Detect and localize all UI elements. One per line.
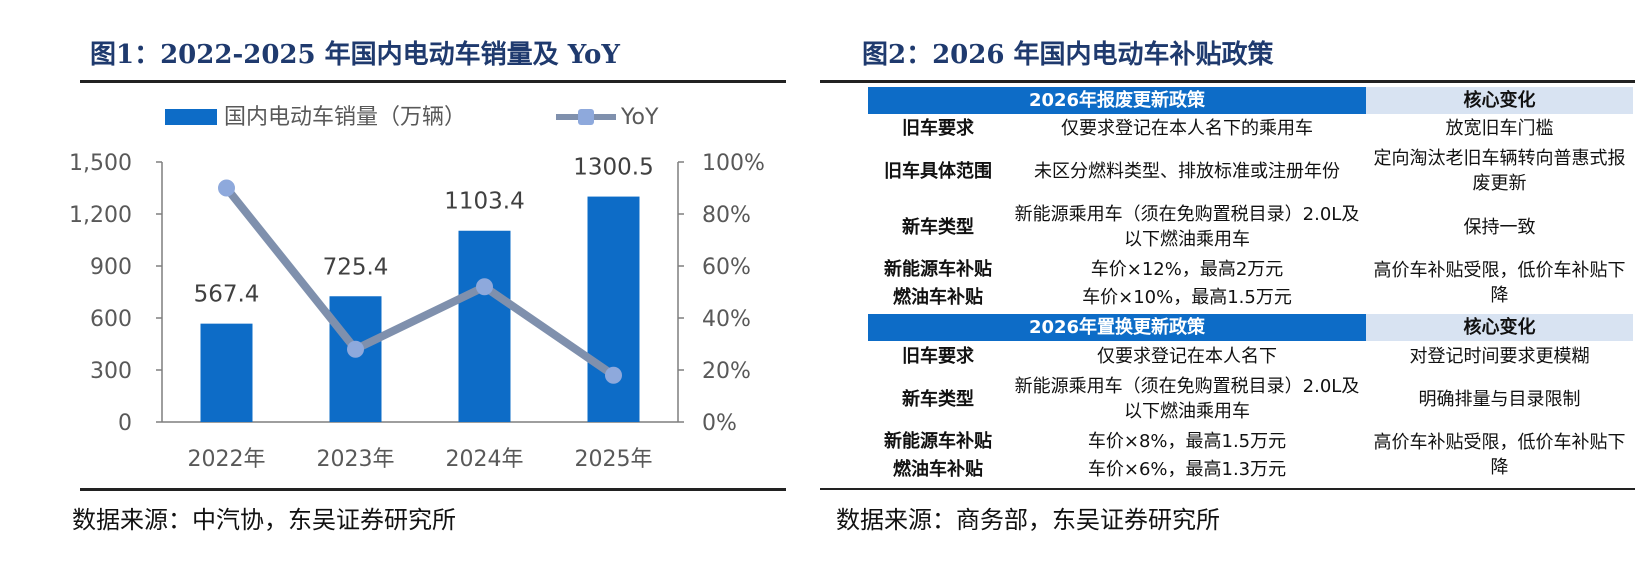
row-label: 旧车要求	[902, 118, 974, 139]
row-policy: 仅要求登记在本人名下	[1097, 345, 1277, 367]
left-bottom-rule	[80, 488, 786, 491]
bar	[458, 230, 511, 422]
y-left-tick-label: 300	[90, 359, 132, 384]
row-policy: 仅要求登记在本人名下的乘用车	[1061, 118, 1313, 139]
table-row: 旧车要求 仅要求登记在本人名下的乘用车 放宽旧车门槛	[868, 114, 1633, 143]
row-policy: 车价×8%，最高1.5万元	[1087, 430, 1287, 452]
table-header-row: 2026年报废更新政策 核心变化	[868, 87, 1634, 114]
x-tick-label: 2024年	[446, 447, 524, 472]
table-row: 燃油车补贴 车价×6%，最高1.3万元	[868, 455, 1633, 483]
row-policy: 车价×6%，最高1.3万元	[1087, 458, 1287, 480]
yoy-line	[223, 185, 616, 379]
right-title-rule	[820, 80, 1635, 83]
right-panel-title: 图2：2026 年国内电动车补贴政策	[862, 40, 1274, 70]
table-header-change: 核心变化	[1366, 314, 1634, 341]
yoy-point	[347, 340, 364, 358]
table-header-scrap: 2026年报废更新政策	[868, 87, 1367, 114]
row-label: 新车类型	[902, 216, 974, 238]
row-policy: 未区分燃料类型、排放标准或注册年份	[1034, 160, 1340, 182]
left-title-rule	[80, 80, 786, 83]
y-right-tick-label: 20%	[702, 359, 751, 384]
y-left-tick-label: 1,200	[69, 203, 132, 228]
legend-bar-label: 国内电动车销量（万辆）	[224, 105, 466, 130]
row-change: 保持一致	[1463, 216, 1536, 238]
x-tick-label: 2023年	[317, 447, 395, 472]
ev-sales-chart: 国内电动车销量（万辆） YoY 0 300 600 900 1,200 1,500 0% 20…	[69, 105, 765, 472]
table-row: 新能源车补贴 车价×12%，最高2万元 高价车补贴受限，低价车补贴下降	[868, 255, 1633, 307]
row-change: 放宽旧车门槛	[1445, 118, 1554, 139]
y-right-tick-label: 80%	[702, 203, 751, 228]
x-tick-label: 2025年	[575, 447, 653, 472]
table-row: 新能源车补贴 车价×8%，最高1.5万元 高价车补贴受限，低价车补贴下降	[868, 427, 1633, 479]
x-tick-label: 2022年	[188, 447, 266, 472]
table-row: 新车类型 新能源乘用车（须在免购置税目录）2.0L及以下燃油乘用车 明确排量与目…	[868, 371, 1633, 427]
table-row: 燃油车补贴 车价×10%，最高1.5万元	[868, 283, 1633, 311]
bar-value-label: 567.4	[194, 282, 260, 308]
y-left-tick-label: 0	[118, 411, 132, 436]
row-change: 高价车补贴受限，低价车补贴下降	[1373, 432, 1626, 478]
row-policy: 车价×12%，最高2万元	[1090, 258, 1284, 280]
chart-axes: 0 300 600 900 1,200 1,500 0% 20% 40% 60% 80% 100% 20…	[69, 151, 765, 472]
bar	[200, 323, 253, 422]
legend: 国内电动车销量（万辆） YoY	[165, 105, 659, 130]
yoy-point	[218, 179, 235, 197]
row-label: 新能源车补贴	[884, 258, 992, 280]
legend-line-marker	[578, 109, 594, 125]
row-change: 高价车补贴受限，低价车补贴下降	[1373, 260, 1626, 306]
table-header-replace: 2026年置换更新政策	[868, 314, 1367, 341]
yoy-series	[218, 179, 622, 384]
yoy-point	[605, 366, 622, 384]
left-source: 数据来源：中汽协，东吴证券研究所	[72, 506, 456, 534]
row-change: 定向淘汰老旧车辆转向普惠式报废更新	[1373, 148, 1626, 194]
right-source: 数据来源：商务部，东吴证券研究所	[836, 506, 1220, 534]
policy-table-replace: 2026年置换更新政策 核心变化 旧车要求 仅要求登记在本人名下 对登记时间要求…	[868, 314, 1634, 483]
bar	[587, 196, 640, 422]
row-label: 燃油车补贴	[893, 458, 983, 480]
left-panel-title: 图1：2022-2025 年国内电动车销量及 YoY	[90, 40, 620, 70]
table-header-change: 核心变化	[1366, 87, 1634, 114]
row-change: 对登记时间要求更模糊	[1409, 345, 1590, 367]
table-row: 旧车具体范围 未区分燃料类型、排放标准或注册年份 定向淘汰老旧车辆转向普惠式报废…	[868, 143, 1633, 199]
yoy-point	[476, 278, 493, 296]
bar-series: 567.4 725.4 1103.4 1300.5	[194, 155, 654, 422]
table-row: 旧车要求 仅要求登记在本人名下 对登记时间要求更模糊	[868, 341, 1633, 371]
bar-value-label: 725.4	[323, 254, 389, 280]
y-left-tick-label: 600	[90, 307, 132, 332]
y-right-tick-label: 60%	[702, 255, 751, 280]
row-label: 旧车具体范围	[884, 160, 992, 182]
legend-line-label: YoY	[620, 105, 659, 130]
row-label: 燃油车补贴	[893, 286, 983, 308]
y-left-tick-label: 1,500	[69, 151, 132, 176]
bar	[329, 296, 382, 422]
legend-bar-swatch	[165, 109, 217, 125]
y-right-tick-label: 40%	[702, 307, 751, 332]
y-right-tick-label: 100%	[702, 151, 765, 176]
right-bottom-rule	[820, 488, 1635, 490]
bar-value-label: 1103.4	[444, 189, 524, 215]
row-policy: 车价×10%，最高1.5万元	[1082, 286, 1292, 308]
row-label: 新能源车补贴	[884, 430, 992, 452]
bar-value-label: 1300.5	[573, 155, 653, 181]
y-right-tick-label: 0%	[702, 411, 737, 436]
row-change: 明确排量与目录限制	[1418, 388, 1581, 410]
policy-table-scrap: 2026年报废更新政策 核心变化 旧车要求 仅要求登记在本人名下的乘用车 放宽旧…	[868, 87, 1634, 311]
row-label: 新车类型	[902, 388, 974, 410]
row-policy: 新能源乘用车（须在免购置税目录）2.0L及以下燃油乘用车	[1014, 376, 1360, 422]
table-row: 新车类型 新能源乘用车（须在免购置税目录）2.0L及以下燃油乘用车 保持一致	[868, 199, 1633, 255]
y-left-tick-label: 900	[90, 255, 132, 280]
row-policy: 新能源乘用车（须在免购置税目录）2.0L及以下燃油乘用车	[1014, 204, 1360, 250]
table-header-row: 2026年置换更新政策 核心变化	[868, 314, 1634, 341]
row-label: 旧车要求	[902, 345, 974, 367]
